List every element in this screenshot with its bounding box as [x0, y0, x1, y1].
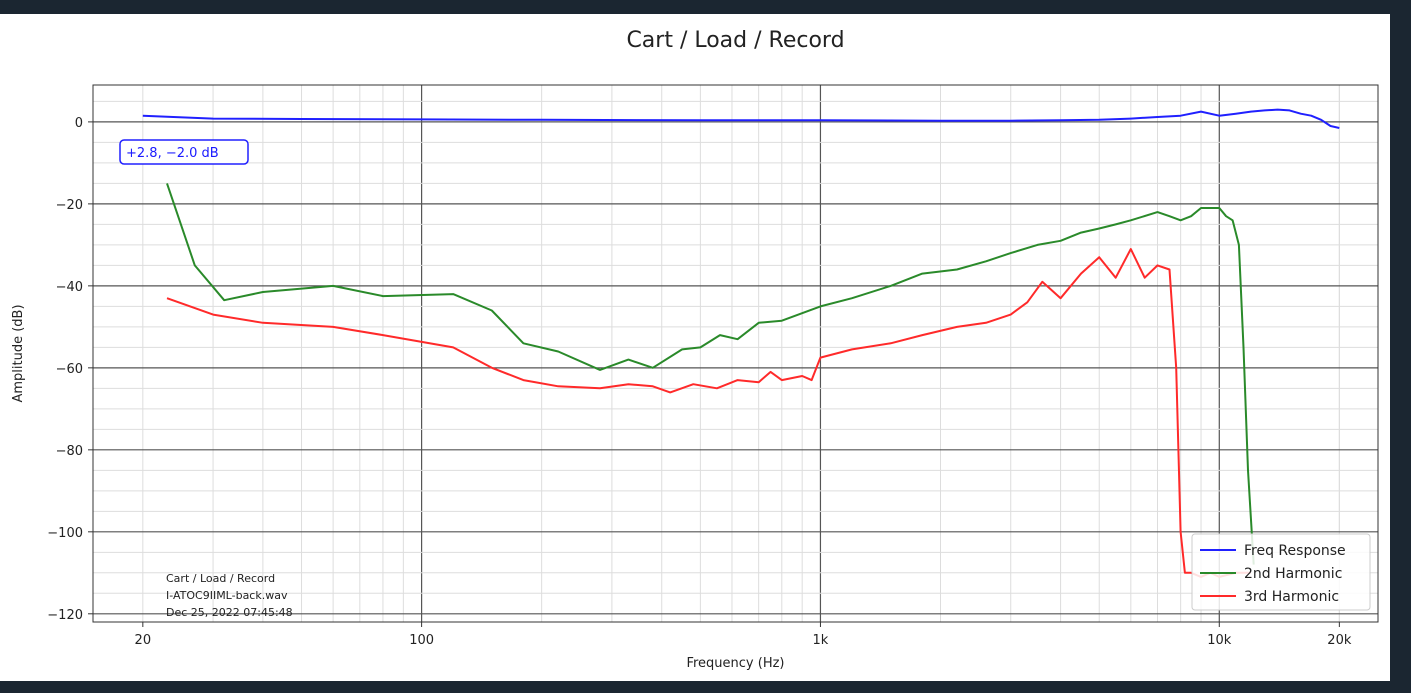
y-tick-label: −80: [56, 444, 83, 459]
tick-layer: 20 100 1k 10k 20k 0 −20 −40 −60 −80 −100 −120: [47, 116, 1352, 648]
legend: Freq Response 2nd Harmonic 3rd Harmonic: [1191, 533, 1371, 611]
x-tick-label: 10k: [1207, 633, 1232, 648]
x-axis-label: Frequency (Hz): [686, 656, 784, 671]
series-line-freq-response: [142, 108, 1340, 129]
plot-frame: [92, 84, 1379, 623]
y-tick-label: −120: [47, 608, 83, 623]
x-tick-label: 20k: [1327, 633, 1352, 648]
x-tick-label: 100: [409, 633, 434, 648]
legend-label-freq-response: Freq Response: [1244, 543, 1346, 559]
x-tick-label: 20: [135, 633, 152, 648]
annotation-filename: I-ATOC9IIML-back.wav: [166, 589, 288, 602]
chart-title: Cart / Load / Record: [626, 28, 844, 53]
legend-label-3rd-harmonic: 3rd Harmonic: [1244, 589, 1339, 605]
annotation-timestamp: Dec 25, 2022 07:45:48: [166, 606, 293, 619]
series-line-3rd-harmonic: [166, 248, 1251, 578]
grid-layer: [93, 85, 1378, 622]
delta-badge-box: [119, 139, 249, 165]
chart-svg: Cart / Load / Record 20 100 1k 10k 20k 0 −20 −4…: [11, 28, 1379, 671]
file-annotation: Cart / Load / Record I-ATOC9IIML-back.wa…: [166, 572, 293, 619]
legend-box: [1191, 533, 1371, 611]
y-tick-label: 0: [75, 116, 83, 131]
chart-figure: Cart / Load / Record 20 100 1k 10k 20k 0 −20 −4…: [0, 14, 1390, 681]
x-tick-label: 1k: [813, 633, 829, 648]
delta-badge: +2.8, −2.0 dB: [119, 139, 249, 165]
series-layer: [142, 108, 1340, 578]
annotation-title: Cart / Load / Record: [166, 572, 275, 585]
y-tick-label: −100: [47, 526, 83, 541]
legend-label-2nd-harmonic: 2nd Harmonic: [1244, 566, 1342, 582]
y-axis-label: Amplitude (dB): [11, 304, 26, 402]
delta-badge-label: +2.8, −2.0 dB: [126, 146, 219, 161]
y-tick-label: −40: [56, 280, 83, 295]
series-line-2nd-harmonic: [166, 183, 1255, 565]
y-tick-label: −60: [56, 362, 83, 377]
y-tick-label: −20: [56, 198, 83, 213]
